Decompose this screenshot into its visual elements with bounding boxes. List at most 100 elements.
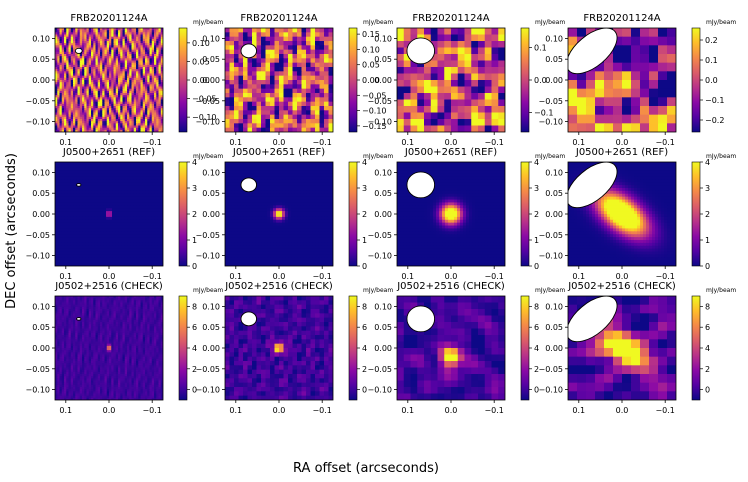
colorbar-unit: mJy/beam xyxy=(535,287,565,294)
colorbar-tick-label: 2 xyxy=(534,210,539,219)
heatmap-image xyxy=(55,296,163,400)
colorbar xyxy=(348,295,358,401)
y-tick-label: −0.10 xyxy=(367,386,392,395)
y-tick-label: 0.00 xyxy=(374,76,392,85)
colorbar-tick-label: 4 xyxy=(705,344,710,353)
colorbar-tick-label: 6 xyxy=(192,323,197,332)
y-tick-label: −0.05 xyxy=(195,231,220,240)
colorbar-tick-label: 0.10 xyxy=(192,39,210,48)
y-tick-label: 0.10 xyxy=(202,168,220,177)
colorbar-tick-label: 0.0 xyxy=(705,76,718,85)
colorbar-tick-label: 0.00 xyxy=(362,76,380,85)
heatmap-image xyxy=(568,162,676,266)
heatmap-image xyxy=(225,296,333,400)
x-tick-label: 0.1 xyxy=(572,138,585,147)
x-tick-label: −0.1 xyxy=(142,406,161,415)
colorbar-unit: mJy/beam xyxy=(193,19,223,26)
y-tick-label: 0.10 xyxy=(374,168,392,177)
heatmap-image xyxy=(55,28,163,132)
colorbar-tick-label: 0.0 xyxy=(534,76,547,85)
colorbar xyxy=(691,161,701,267)
y-tick-label: 0.00 xyxy=(374,210,392,219)
panel-1-1: FRB20201124A 0.1 0.0 −0.1 0.10 0.05 0.00 −0.05 −… xyxy=(25,13,223,147)
colorbar-tick-label: −0.05 xyxy=(192,95,217,104)
colorbar-tick-label: 2 xyxy=(362,365,367,374)
colorbar-tick-label: 6 xyxy=(362,323,367,332)
y-tick-label: 0.00 xyxy=(32,344,50,353)
panel-title: FRB20201124A xyxy=(70,13,147,24)
colorbar-tick-label: 3 xyxy=(534,184,539,193)
colorbar-tick-label: 2 xyxy=(192,210,197,219)
y-tick-label: −0.05 xyxy=(25,231,50,240)
panel-title: J0500+2651 (REF) xyxy=(575,147,668,158)
panel-title: J0502+2516 (CHECK) xyxy=(567,281,676,292)
colorbar xyxy=(691,27,701,133)
y-tick-label: 0.10 xyxy=(32,168,50,177)
colorbar-tick-label: 0.05 xyxy=(362,61,380,70)
y-tick-label: 0.05 xyxy=(202,55,220,64)
beam-ellipse xyxy=(76,317,82,321)
y-tick-label: −0.10 xyxy=(195,118,220,127)
colorbar xyxy=(520,27,530,133)
x-tick-label: 0.1 xyxy=(572,272,585,281)
heatmap-image xyxy=(225,162,333,266)
y-tick-label: 0.05 xyxy=(545,189,563,198)
y-tick-label: 0.00 xyxy=(32,210,50,219)
colorbar-tick-label: 0 xyxy=(192,386,197,395)
y-tick-label: 0.05 xyxy=(374,323,392,332)
beam-ellipse xyxy=(406,171,436,199)
colorbar xyxy=(691,295,701,401)
y-tick-label: −0.05 xyxy=(367,365,392,374)
x-tick-label: 0.1 xyxy=(572,406,585,415)
x-tick-label: 0.0 xyxy=(616,406,629,415)
colorbar-tick-label: 0 xyxy=(192,262,197,271)
colorbar-tick-label: 4 xyxy=(534,158,539,167)
colorbar-unit: mJy/beam xyxy=(535,153,565,160)
panel-title: FRB20201124A xyxy=(583,13,660,24)
colorbar-tick-label: 0 xyxy=(362,262,367,271)
y-tick-label: 0.00 xyxy=(545,76,563,85)
y-tick-label: 0.10 xyxy=(32,34,50,43)
colorbar-tick-label: −0.2 xyxy=(705,116,724,125)
panel-title: J0502+2516 (CHECK) xyxy=(224,281,333,292)
y-tick-label: −0.10 xyxy=(538,386,563,395)
panel-3-4: J0502+2516 (CHECK) 0.1 0.0 −0.1 0.10 0.05 0.00… xyxy=(538,281,736,415)
y-tick-label: −0.05 xyxy=(538,231,563,240)
colorbar-tick-label: 2 xyxy=(705,210,710,219)
colorbar-tick-label: 1 xyxy=(534,236,539,245)
colorbar-tick-label: 0 xyxy=(362,386,367,395)
y-tick-label: −0.05 xyxy=(538,365,563,374)
x-tick-label: −0.1 xyxy=(655,406,674,415)
colorbar-unit: mJy/beam xyxy=(706,153,736,160)
colorbar-tick-label: −0.05 xyxy=(362,91,387,100)
x-tick-label: 0.1 xyxy=(229,272,242,281)
y-tick-label: −0.10 xyxy=(25,386,50,395)
panel-title: J0502+2516 (CHECK) xyxy=(396,281,505,292)
colorbar-unit: mJy/beam xyxy=(363,153,393,160)
colorbar-tick-label: −0.10 xyxy=(192,113,217,122)
x-tick-label: −0.1 xyxy=(484,406,503,415)
y-tick-label: −0.05 xyxy=(25,97,50,106)
beam-ellipse xyxy=(568,296,618,343)
y-tick-label: −0.05 xyxy=(367,231,392,240)
colorbar-tick-label: 1 xyxy=(192,236,197,245)
y-tick-label: 0.10 xyxy=(545,168,563,177)
x-tick-label: 0.0 xyxy=(273,138,286,147)
y-tick-label: 0.05 xyxy=(32,55,50,64)
beam-ellipse xyxy=(568,28,618,75)
y-tick-label: 0.10 xyxy=(374,34,392,43)
x-tick-label: 0.0 xyxy=(445,138,458,147)
y-tick-label: 0.10 xyxy=(202,34,220,43)
panel-2-1: J0500+2651 (REF) 0.1 0.0 −0.1 0.10 0.05 0.00 −0… xyxy=(25,147,223,281)
x-tick-label: −0.1 xyxy=(655,272,674,281)
x-tick-label: 0.0 xyxy=(616,272,629,281)
x-tick-label: 0.0 xyxy=(445,406,458,415)
heatmap-image xyxy=(568,296,676,400)
panel-title: J0500+2651 (REF) xyxy=(62,147,155,158)
y-tick-label: 0.05 xyxy=(32,189,50,198)
y-tick-label: −0.10 xyxy=(195,386,220,395)
heatmap-image xyxy=(55,162,163,266)
y-tick-label: 0.10 xyxy=(545,302,563,311)
